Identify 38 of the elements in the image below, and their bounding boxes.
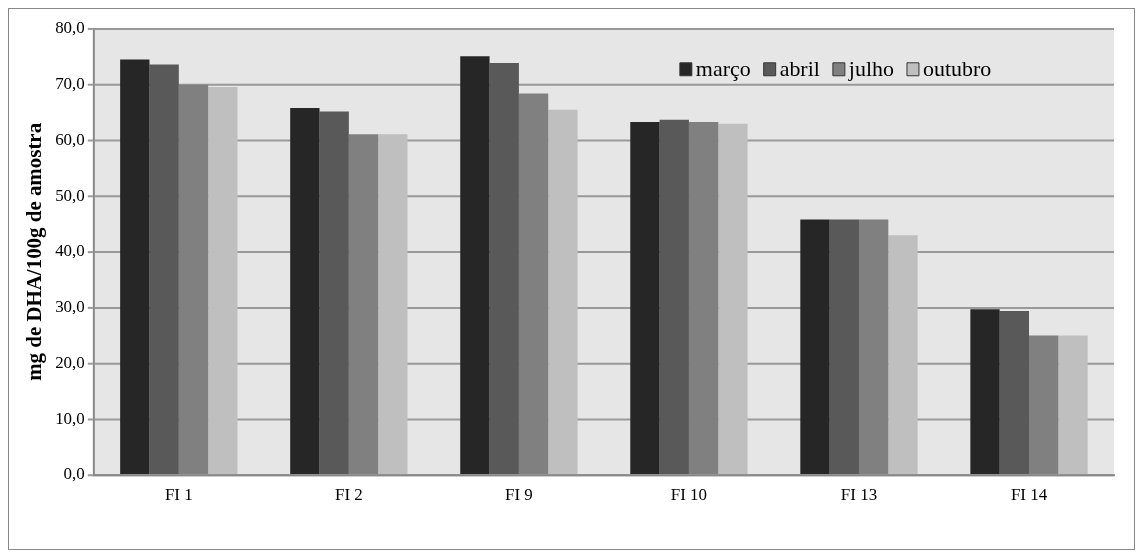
bar <box>548 109 578 474</box>
y-tick-label: 10,0 <box>55 408 85 428</box>
legend-label: outubro <box>922 55 992 81</box>
x-tick-label: FI 2 <box>334 485 363 505</box>
y-tick-label: 80,0 <box>55 18 85 38</box>
y-axis-title: mg de DHA/100g de amostra <box>21 122 46 381</box>
bar <box>888 235 918 474</box>
bar <box>718 123 748 474</box>
bar <box>1058 335 1088 474</box>
bar <box>800 219 830 474</box>
x-tick-label: FI 14 <box>1010 485 1048 505</box>
y-tick-label: 60,0 <box>55 129 85 149</box>
y-tick-label: 30,0 <box>55 297 85 317</box>
y-tick-label: 0,0 <box>63 464 85 484</box>
y-tick-label: 40,0 <box>55 241 85 261</box>
x-tick-label: FI 10 <box>670 485 708 505</box>
bar <box>659 119 689 474</box>
legend-label: julho <box>847 55 894 81</box>
y-tick-label: 70,0 <box>55 74 85 94</box>
bar <box>999 310 1030 474</box>
bar <box>319 111 349 474</box>
bar <box>489 62 519 474</box>
bar <box>208 86 238 474</box>
bar <box>290 108 320 474</box>
bar <box>630 122 660 474</box>
legend-label: março <box>695 55 751 81</box>
x-tick-label: FI 13 <box>840 485 878 505</box>
bar <box>460 56 490 474</box>
y-tick-label: 20,0 <box>55 352 85 372</box>
bar <box>970 309 1000 474</box>
bar <box>149 64 179 474</box>
legend-label: abril <box>779 55 820 81</box>
x-tick-label: FI 9 <box>505 485 533 505</box>
bar <box>378 134 408 474</box>
x-tick-label: FI 1 <box>164 485 193 505</box>
y-tick-label: 50,0 <box>55 185 85 205</box>
bar <box>120 59 150 474</box>
bar <box>829 219 859 474</box>
